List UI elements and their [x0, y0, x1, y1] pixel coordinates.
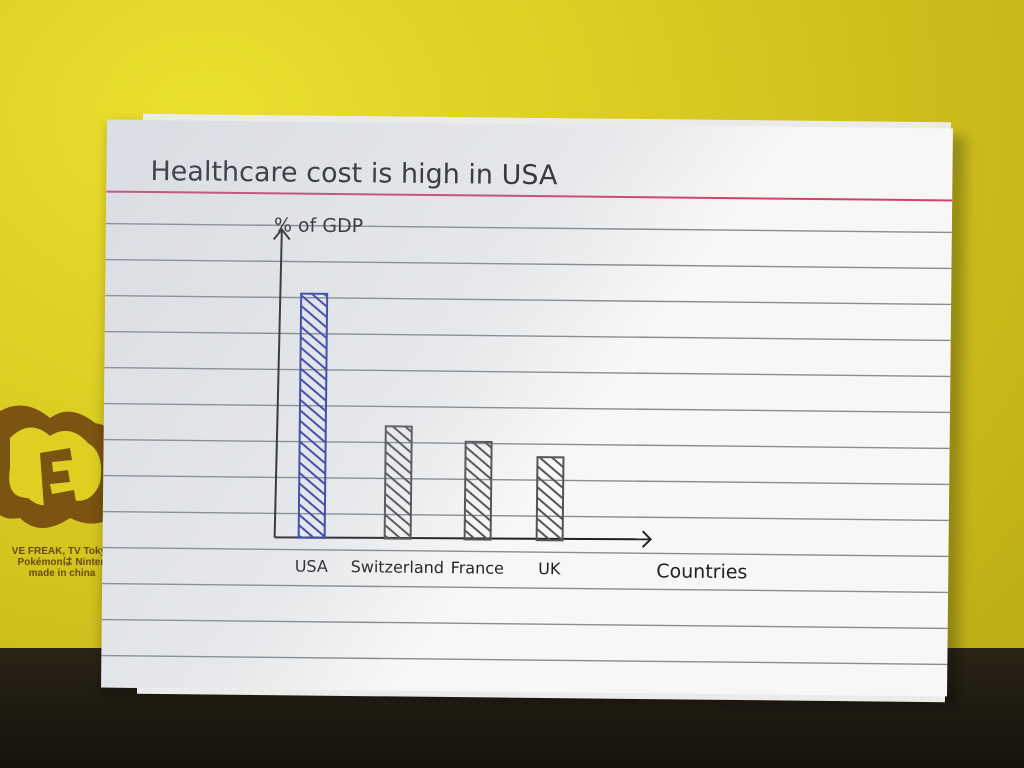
tick-label-france: France: [451, 558, 504, 578]
ruled-line: [105, 296, 951, 305]
bar-switzerland: [385, 426, 412, 539]
ruled-line: [104, 368, 950, 377]
ruled-line: [103, 548, 949, 557]
ruled-line: [104, 404, 950, 413]
ruled-line: [106, 260, 952, 269]
y-axis: [275, 229, 282, 537]
ruled-lines: [101, 224, 951, 665]
index-card: Healthcare cost is high in USA % of GDP …: [101, 120, 953, 697]
x-axis-label: Countries: [656, 560, 747, 583]
chart-canvas: Healthcare cost is high in USA % of GDP …: [101, 120, 953, 697]
y-axis-label: % of GDP: [274, 214, 363, 237]
bar-usa: [299, 294, 328, 538]
tick-label-uk: UK: [538, 559, 561, 578]
ruled-line: [101, 656, 947, 665]
chart-title: Healthcare cost is high in USA: [150, 156, 558, 191]
title-rule-line: [106, 192, 952, 201]
ruled-line: [104, 440, 950, 449]
ruled-line: [102, 584, 948, 593]
x-axis: [275, 535, 651, 541]
bar-uk: [537, 457, 564, 540]
tick-labels-group: USA Switzerland France UK: [295, 557, 561, 579]
ruled-line: [103, 512, 949, 521]
ruled-line: [105, 332, 951, 341]
tick-label-switzerland: Switzerland: [351, 557, 445, 577]
ruled-line: [103, 476, 949, 485]
ruled-line: [106, 224, 952, 233]
bars-group: [299, 294, 566, 541]
bar-france: [465, 442, 492, 540]
ruled-line: [102, 620, 948, 629]
tick-label-usa: USA: [295, 557, 328, 576]
